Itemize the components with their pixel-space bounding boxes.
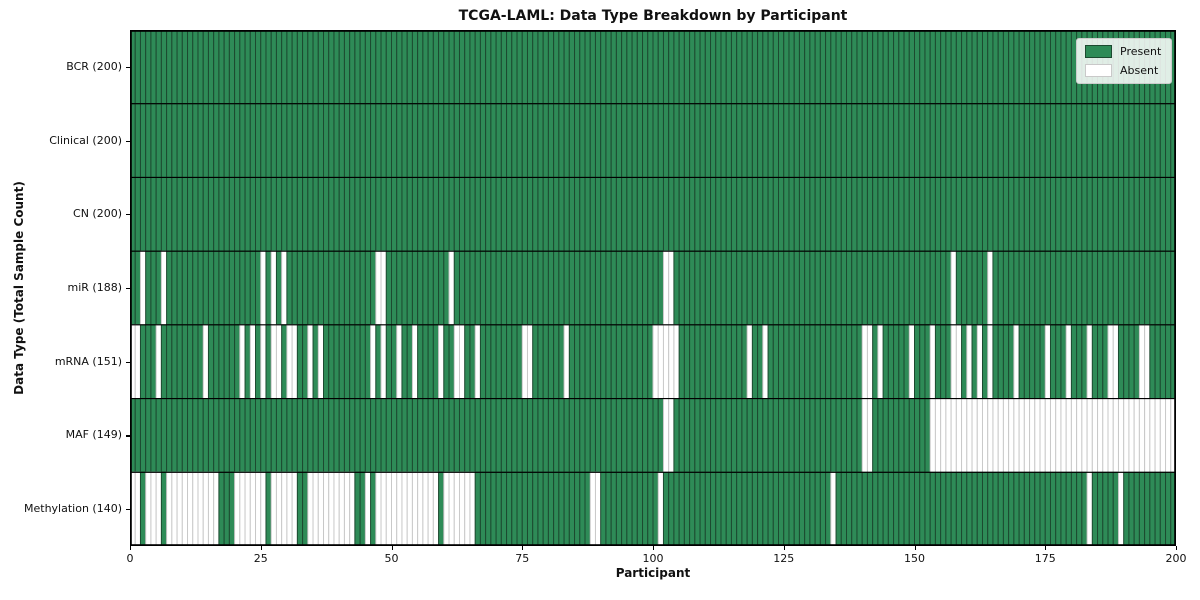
- legend-item-absent: Absent: [1085, 64, 1161, 77]
- legend-item-present: Present: [1085, 45, 1161, 58]
- x-tick-mark: [914, 546, 916, 550]
- x-tick-mark: [391, 546, 393, 550]
- y-tick-label: miR (188): [67, 281, 123, 294]
- y-tick-label: mRNA (151): [54, 354, 122, 368]
- heatmap-row: [130, 398, 1176, 473]
- heatmap-row: [130, 176, 1176, 252]
- x-tick-label: 175: [1034, 552, 1056, 565]
- x-tick-mark: [653, 546, 655, 550]
- heatmap-row: [130, 471, 1176, 546]
- y-tick-label: BCR (200): [66, 59, 122, 73]
- chart-title: TCGA-LAML: Data Type Breakdown by Partic…: [458, 8, 848, 24]
- x-tick-mark: [130, 546, 132, 550]
- heatmap-row: [130, 250, 1176, 326]
- x-tick-mark: [1045, 546, 1047, 550]
- x-tick-label: 25: [253, 552, 268, 565]
- x-tick-mark: [260, 546, 262, 550]
- x-tick-label: 125: [773, 552, 795, 565]
- x-axis-label: Participant: [615, 566, 691, 580]
- y-tick-label: Clinical (200): [49, 133, 122, 147]
- legend-label-absent: Absent: [1120, 64, 1159, 77]
- plot-border: [130, 30, 1176, 546]
- y-tick-label: Methylation (140): [24, 502, 122, 516]
- x-tick-mark: [1176, 546, 1178, 550]
- y-tick-mark: [126, 435, 130, 437]
- x-tick-label: 0: [126, 552, 134, 565]
- x-tick-mark: [522, 546, 524, 550]
- x-tick-label: 100: [642, 552, 664, 565]
- heatmap-row: [130, 324, 1176, 400]
- y-tick-mark: [126, 509, 130, 511]
- x-tick-label: 150: [904, 552, 925, 565]
- heatmap: [130, 30, 1176, 546]
- x-tick-mark: [783, 546, 785, 550]
- y-tick-mark: [126, 140, 130, 142]
- x-tick-label: 50: [384, 552, 399, 565]
- present-swatch: [1085, 45, 1112, 58]
- x-tick-label: 200: [1165, 552, 1187, 565]
- heatmap-row: [130, 30, 1176, 105]
- heatmap-row: [130, 103, 1176, 178]
- y-tick-mark: [126, 66, 130, 69]
- legend-label-present: Present: [1120, 45, 1162, 58]
- y-tick-mark: [126, 361, 130, 363]
- y-tick-mark: [126, 288, 130, 290]
- x-tick-label: 75: [515, 552, 530, 565]
- y-tick-label: MAF (149): [65, 428, 122, 442]
- absent-swatch: [1085, 64, 1112, 77]
- plot-area: Present Absent: [130, 30, 1176, 546]
- legend: Present Absent: [1076, 38, 1173, 84]
- y-tick-mark: [126, 214, 130, 216]
- y-tick-label: CN (200): [73, 207, 122, 221]
